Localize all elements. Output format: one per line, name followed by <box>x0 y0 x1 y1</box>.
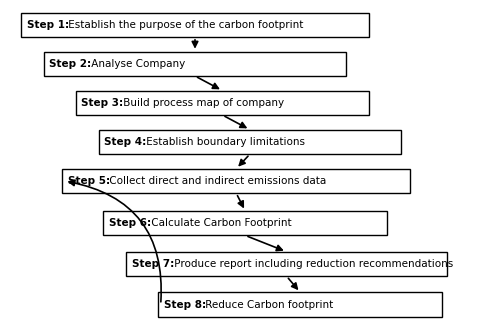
Text: Analyse Company: Analyse Company <box>88 59 186 69</box>
Text: Reduce Carbon footprint: Reduce Carbon footprint <box>202 300 334 309</box>
Text: Step 1:: Step 1: <box>26 20 68 30</box>
Text: Build process map of company: Build process map of company <box>120 98 284 108</box>
FancyBboxPatch shape <box>126 252 446 276</box>
Text: Step 5:: Step 5: <box>68 176 110 186</box>
Text: Produce report including reduction recommendations: Produce report including reduction recom… <box>170 259 453 269</box>
Text: Step 6:: Step 6: <box>109 218 151 228</box>
Text: Step 8:: Step 8: <box>164 300 206 309</box>
Text: Establish boundary limitations: Establish boundary limitations <box>143 137 305 147</box>
FancyBboxPatch shape <box>104 211 387 235</box>
Text: Step 3:: Step 3: <box>82 98 124 108</box>
FancyBboxPatch shape <box>21 13 369 37</box>
Text: Establish the purpose of the carbon footprint: Establish the purpose of the carbon foot… <box>65 20 304 30</box>
Text: Step 2:: Step 2: <box>50 59 92 69</box>
Text: Calculate Carbon Footprint: Calculate Carbon Footprint <box>148 218 291 228</box>
FancyBboxPatch shape <box>158 292 442 317</box>
FancyBboxPatch shape <box>76 91 369 115</box>
FancyBboxPatch shape <box>62 169 410 193</box>
Text: Step 7:: Step 7: <box>132 259 174 269</box>
Text: Collect direct and indirect emissions data: Collect direct and indirect emissions da… <box>106 176 326 186</box>
Text: Step 4:: Step 4: <box>104 137 146 147</box>
FancyBboxPatch shape <box>44 52 346 76</box>
FancyBboxPatch shape <box>99 130 401 154</box>
